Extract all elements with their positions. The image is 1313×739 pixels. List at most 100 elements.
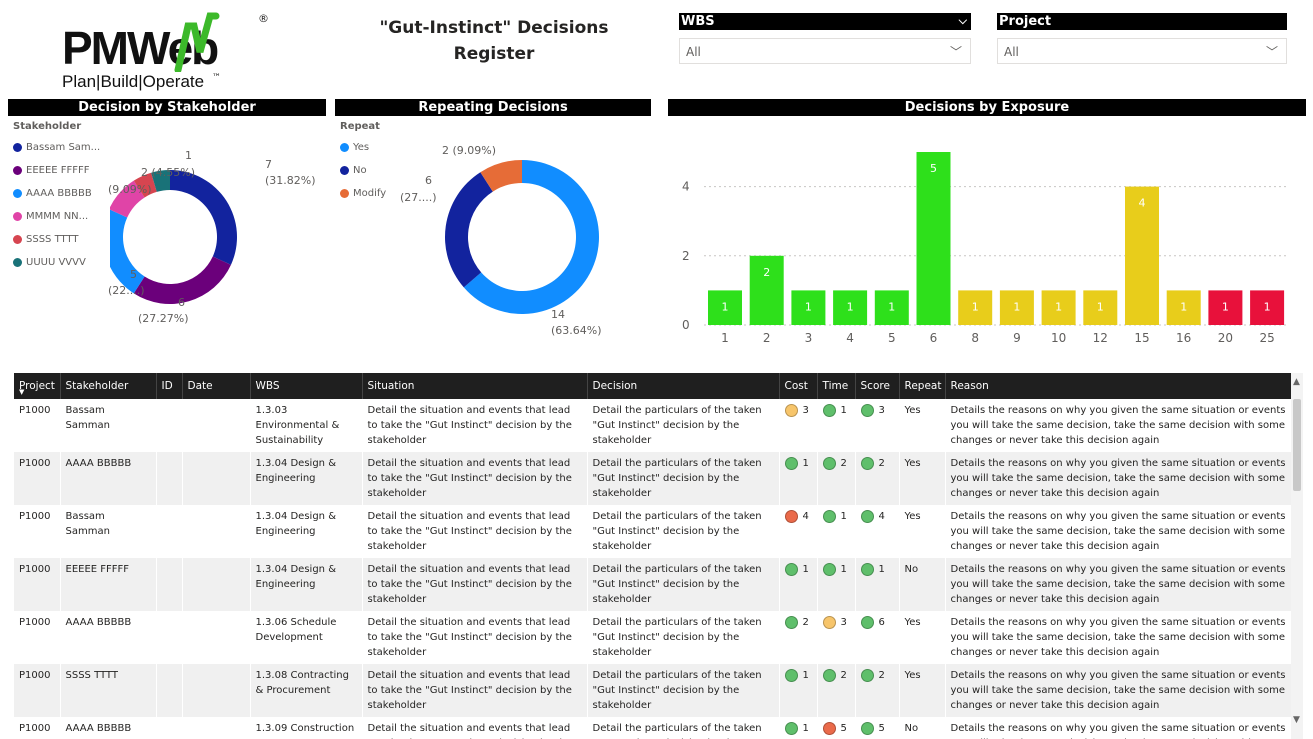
data-label: 6 — [178, 296, 185, 309]
table-row[interactable]: P1000 AAAA BBBBB 1.3.09 Construction Detail… — [14, 717, 1291, 739]
bar-value-label: 1 — [1180, 300, 1187, 313]
chevron-down-icon[interactable]: ⌵ — [958, 14, 967, 27]
bar-exposure-1[interactable] — [708, 290, 742, 325]
column-header-date[interactable]: Date — [182, 373, 251, 399]
column-header-situation[interactable]: Situation — [362, 373, 588, 399]
column-header-stakeholder[interactable]: Stakeholder — [60, 373, 157, 399]
column-header-repeat[interactable]: Repeat — [899, 373, 946, 399]
bar-value-label: 2 — [763, 266, 770, 279]
bar-value-label: 1 — [1222, 300, 1229, 313]
legend-dot-icon — [13, 189, 22, 198]
bar-value-label: 5 — [930, 162, 937, 175]
table-row[interactable]: P1000 SSSS TTTT 1.3.08 Contracting & Procu… — [14, 664, 1291, 717]
legend-item[interactable]: EEEEE FFFFF — [13, 159, 108, 182]
table-row[interactable]: P1000 EEEEE FFFFF 1.3.04 Design & Engineer… — [14, 558, 1291, 611]
status-circle-icon — [784, 510, 798, 523]
cell-score: 3 — [855, 399, 899, 452]
bar-exposure-2[interactable] — [749, 255, 784, 325]
column-header-score[interactable]: Score — [855, 373, 900, 399]
cost-value: 1 — [802, 458, 809, 469]
project-slicer-header: Project — [997, 13, 1287, 30]
status-circle-icon — [860, 457, 874, 470]
column-header-wbs[interactable]: WBS — [250, 373, 363, 399]
donut-slice-bassam-sam-[interactable] — [170, 170, 237, 265]
stakeholder-donut-chart — [110, 170, 237, 304]
table-row[interactable]: P1000 AAAA BBBBB 1.3.04 Design & Engineeri… — [14, 452, 1291, 505]
donut-slice-aaaa-bbbbb[interactable] — [110, 209, 145, 294]
donut-slice-eeeee-fffff[interactable] — [133, 256, 231, 304]
column-header-reason[interactable]: Reason — [945, 373, 1291, 399]
table-row[interactable]: P1000 Bassam Samman 1.3.04 Design & Engine… — [14, 505, 1291, 558]
bar-exposure-15[interactable] — [1125, 186, 1159, 325]
legend-item[interactable]: AAAA BBBBB — [13, 182, 108, 205]
cell-time: 2 — [817, 664, 855, 717]
donut-slice-modify[interactable] — [480, 160, 522, 192]
legend-item[interactable]: Modify — [340, 182, 430, 205]
column-header-decision[interactable]: Decision — [587, 373, 780, 399]
bar-exposure-16[interactable] — [1166, 290, 1201, 325]
cost-value: 4 — [802, 511, 809, 522]
cell-score: 6 — [855, 611, 899, 664]
donut-slice-ssss-tttt[interactable] — [133, 172, 157, 198]
table-row[interactable]: P1000 AAAA BBBBB 1.3.06 Schedule Developme… — [14, 611, 1291, 664]
decisions-table-container: Project ▼ Stakeholder ID Date WBS Situation Dec… — [14, 373, 1291, 739]
bar-exposure-3[interactable] — [791, 290, 826, 325]
table-scrollbar[interactable]: ▲ ▼ — [1291, 373, 1303, 739]
bar-value-label: 4 — [1139, 197, 1146, 210]
cell-id — [156, 611, 182, 664]
decisions-table: Project ▼ Stakeholder ID Date WBS Situation Dec… — [14, 373, 1291, 739]
bar-exposure-12[interactable] — [1083, 290, 1118, 325]
time-value: 1 — [840, 405, 847, 416]
bar-exposure-8[interactable] — [958, 290, 993, 325]
status-circle-icon — [822, 563, 836, 576]
x-tick-label: 1 — [721, 331, 729, 345]
cell-situation: Detail the situation and events that lea… — [367, 511, 572, 552]
time-value: 2 — [840, 458, 847, 469]
bar-exposure-20[interactable] — [1208, 290, 1243, 325]
donut-slice-no[interactable] — [445, 172, 493, 288]
scroll-up-icon[interactable]: ▲ — [1293, 377, 1300, 387]
legend-item[interactable]: Bassam Sam... — [13, 136, 108, 159]
legend-label: No — [353, 165, 367, 176]
bar-exposure-9[interactable] — [999, 290, 1034, 325]
bar-exposure-10[interactable] — [1041, 290, 1076, 325]
legend-item[interactable]: Yes — [340, 136, 430, 159]
status-circle-icon — [784, 457, 798, 470]
table-row[interactable]: P1000 Bassam Samman 1.3.03 Environmental &… — [14, 399, 1291, 452]
legend-label: AAAA BBBBB — [26, 188, 92, 199]
cell-decision: Detail the particulars of the taken "Gut… — [592, 617, 762, 658]
bar-exposure-5[interactable] — [874, 290, 909, 325]
donut-slice-yes[interactable] — [463, 160, 599, 314]
scroll-down-icon[interactable]: ▼ — [1293, 715, 1300, 725]
legend-item[interactable]: No — [340, 159, 430, 182]
bar-value-label: 1 — [972, 300, 979, 313]
bar-value-label: 1 — [1055, 300, 1062, 313]
y-tick-label: 2 — [682, 249, 690, 263]
scrollbar-thumb[interactable] — [1293, 399, 1301, 491]
bar-exposure-6[interactable] — [916, 152, 951, 325]
legend-dot-icon — [340, 143, 349, 152]
status-circle-icon — [860, 563, 874, 576]
cell-score: 1 — [855, 558, 899, 611]
x-tick-label: 6 — [930, 331, 938, 345]
donut-slice-uuuu-vvvv[interactable] — [151, 170, 170, 192]
column-header-id[interactable]: ID — [156, 373, 183, 399]
cell-wbs: 1.3.04 Design & Engineering — [255, 511, 337, 537]
column-header-cost[interactable]: Cost — [779, 373, 818, 399]
legend-item[interactable]: MMMM NN... — [13, 205, 108, 228]
donut-slice-mmmm-nn-[interactable] — [110, 180, 145, 218]
repeat-panel-header: Repeating Decisions — [335, 99, 651, 116]
legend-item[interactable]: SSSS TTTT — [13, 228, 108, 251]
wbs-dropdown[interactable]: All ﹀ — [679, 38, 971, 64]
cell-wbs: 1.3.08 Contracting & Procurement — [250, 664, 362, 717]
legend-item[interactable]: UUUU VVVV — [13, 251, 108, 274]
x-tick-label: 3 — [805, 331, 813, 345]
bar-value-label: 1 — [1264, 300, 1271, 313]
bar-exposure-4[interactable] — [833, 290, 868, 325]
project-dropdown[interactable]: All ﹀ — [997, 38, 1287, 64]
column-header-time[interactable]: Time — [817, 373, 856, 399]
column-header-project[interactable]: Project ▼ — [14, 373, 61, 399]
cell-project: P1000 — [19, 405, 51, 416]
bar-exposure-25[interactable] — [1250, 290, 1285, 325]
